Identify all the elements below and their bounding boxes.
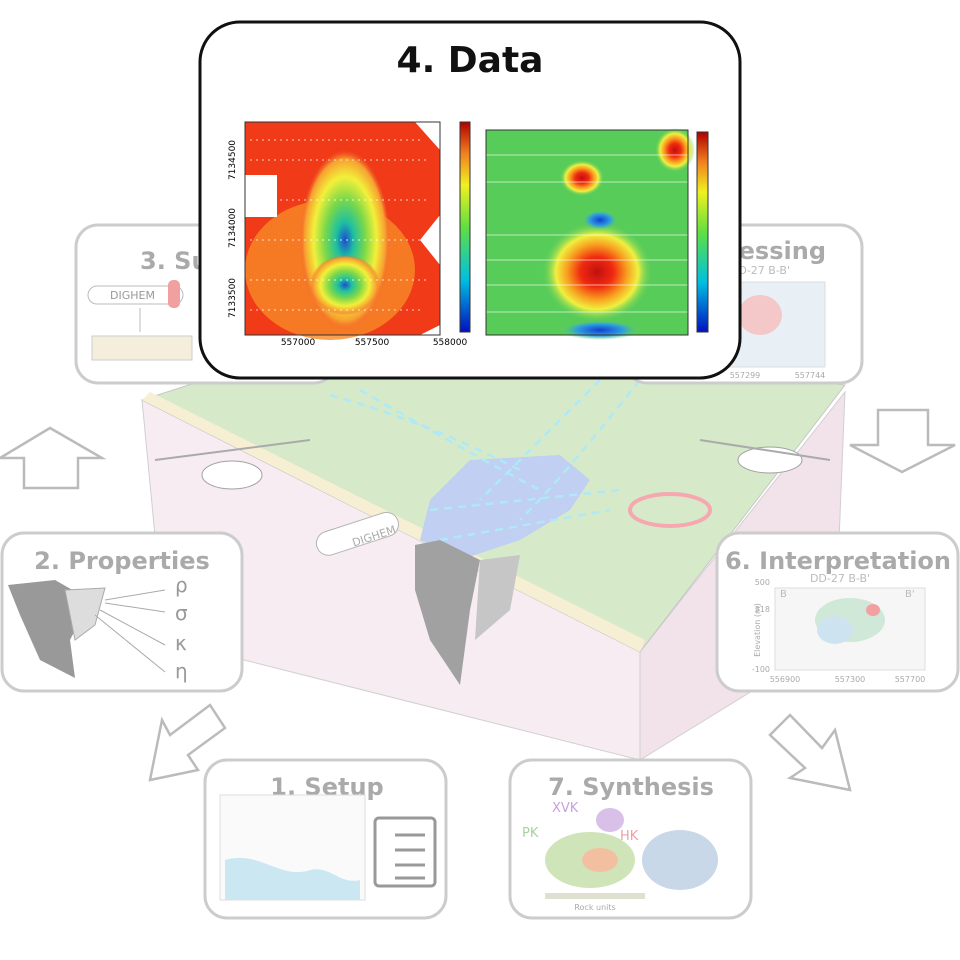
panel-title: 6. Interpretation <box>725 547 951 575</box>
unit-label: XVK <box>552 801 579 816</box>
anomaly <box>560 320 640 340</box>
tick-label: 7134500 <box>228 140 238 180</box>
flight-lines <box>329 379 641 542</box>
anomaly <box>738 295 782 335</box>
rock-body <box>415 540 480 685</box>
tick-label: 318 <box>755 605 770 614</box>
model-body <box>817 616 853 644</box>
map-frame <box>485 129 689 336</box>
unit-label: PK <box>522 826 539 841</box>
legend-title: Rock units <box>574 903 615 912</box>
checklist-lines <box>395 833 425 880</box>
symbol: η <box>175 659 188 683</box>
anomaly <box>560 160 604 196</box>
lake <box>420 455 590 560</box>
model-body <box>866 604 880 616</box>
tick-label: 557300 <box>835 675 866 684</box>
tick-label: 557000 <box>281 338 316 348</box>
unit-label: HK <box>620 829 639 844</box>
axis-label: Elevation (m) <box>753 603 762 657</box>
tick-label: 7133500 <box>228 278 238 318</box>
sensor-label: DIGHEM <box>110 289 155 302</box>
water <box>225 857 360 900</box>
helicopter <box>201 460 263 490</box>
end-label: B' <box>905 589 915 600</box>
leader-lines <box>94 589 166 673</box>
cycle-arrow <box>768 713 852 792</box>
anomaly <box>655 128 695 172</box>
symbol: κ <box>175 631 187 655</box>
anomaly <box>542 222 652 322</box>
target-ring <box>628 492 712 528</box>
cycle-arrow <box>148 703 227 782</box>
tick-label: 500 <box>755 578 770 587</box>
data-gap <box>245 175 277 217</box>
tick-label: 557744 <box>795 371 826 380</box>
map-frame <box>244 121 441 336</box>
tick-label: 557299 <box>730 371 761 380</box>
rotor <box>699 439 831 461</box>
colorbar <box>696 131 709 333</box>
flight-lines <box>250 139 430 311</box>
tick-label: 556900 <box>770 675 801 684</box>
symbol: ρ <box>175 573 188 597</box>
anomaly <box>310 255 380 315</box>
tick-label: 7134000 <box>228 208 238 248</box>
panel-title: 4. Data <box>397 40 544 81</box>
rotor <box>154 439 311 461</box>
panel-title: 7. Synthesis <box>548 773 714 801</box>
section-label: DD-27 B-B' <box>810 572 870 585</box>
tick-label: -100 <box>752 665 770 674</box>
end-label: B <box>780 589 787 600</box>
tick-label: 557500 <box>355 338 390 348</box>
cycle-arrow <box>849 408 956 474</box>
tick-label: 557700 <box>895 675 926 684</box>
property-symbols: ρ σ κ η <box>175 573 188 683</box>
legend-bar <box>545 893 645 899</box>
rock-body <box>475 555 520 640</box>
left-map: 7134500 7134000 7133500 557000 557500 55… <box>228 121 471 348</box>
panel-title: 2. Properties <box>34 547 210 575</box>
rock-sample <box>64 587 106 641</box>
model-body <box>596 808 624 832</box>
right-map <box>485 128 709 340</box>
flight-lines <box>486 154 688 313</box>
symbol: σ <box>175 601 188 625</box>
colorbar <box>459 121 471 333</box>
checklist-icon <box>373 816 437 888</box>
sensor-coil <box>168 280 180 308</box>
model-body <box>582 848 618 872</box>
model-body <box>642 830 718 890</box>
sensor-bird <box>315 511 399 556</box>
section-label: DD-27 B-B' <box>730 264 790 277</box>
sensor-bird <box>87 285 184 305</box>
anomaly <box>582 210 618 230</box>
ground-layer <box>91 335 193 361</box>
cycle-arrow <box>0 426 107 490</box>
tick-label: 558000 <box>433 338 468 348</box>
